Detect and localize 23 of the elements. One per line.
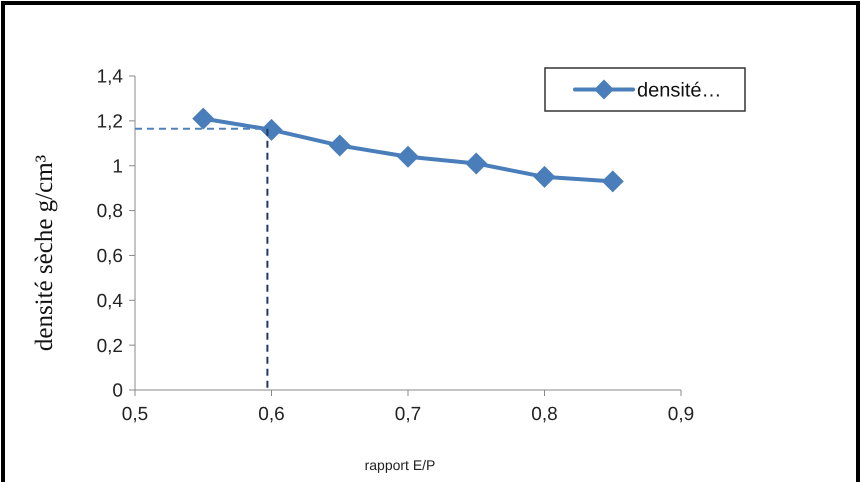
- y-tick-label: 0,4: [96, 290, 124, 312]
- point: [602, 170, 624, 192]
- y-tick-label: 1,2: [96, 112, 123, 133]
- x-tick-label: 0,8: [531, 404, 558, 425]
- point: [192, 108, 214, 130]
- y-tick-label: 1,4: [96, 66, 124, 88]
- x-tick-label: 0,5: [122, 404, 148, 425]
- x-tick-label: 0,9: [668, 404, 694, 425]
- y-tick-label: 0,6: [96, 246, 123, 268]
- y-axis-title: densité sèche g/cm³: [31, 154, 58, 352]
- point: [534, 166, 556, 188]
- y-tick-label: 0,8: [96, 201, 123, 222]
- y-tick-label: 0,2: [96, 336, 123, 357]
- point: [260, 118, 282, 141]
- y-tick-label: 0: [112, 380, 123, 402]
- x-axis-title: rapport E/P: [364, 457, 436, 473]
- y-tick-label: 1: [112, 156, 123, 178]
- legend-label: densité…: [637, 80, 722, 102]
- point: [397, 146, 419, 168]
- x-tick-label: 0,7: [394, 404, 422, 425]
- point: [465, 152, 488, 174]
- x-tick-label: 0,6: [258, 404, 285, 425]
- point: [328, 134, 351, 157]
